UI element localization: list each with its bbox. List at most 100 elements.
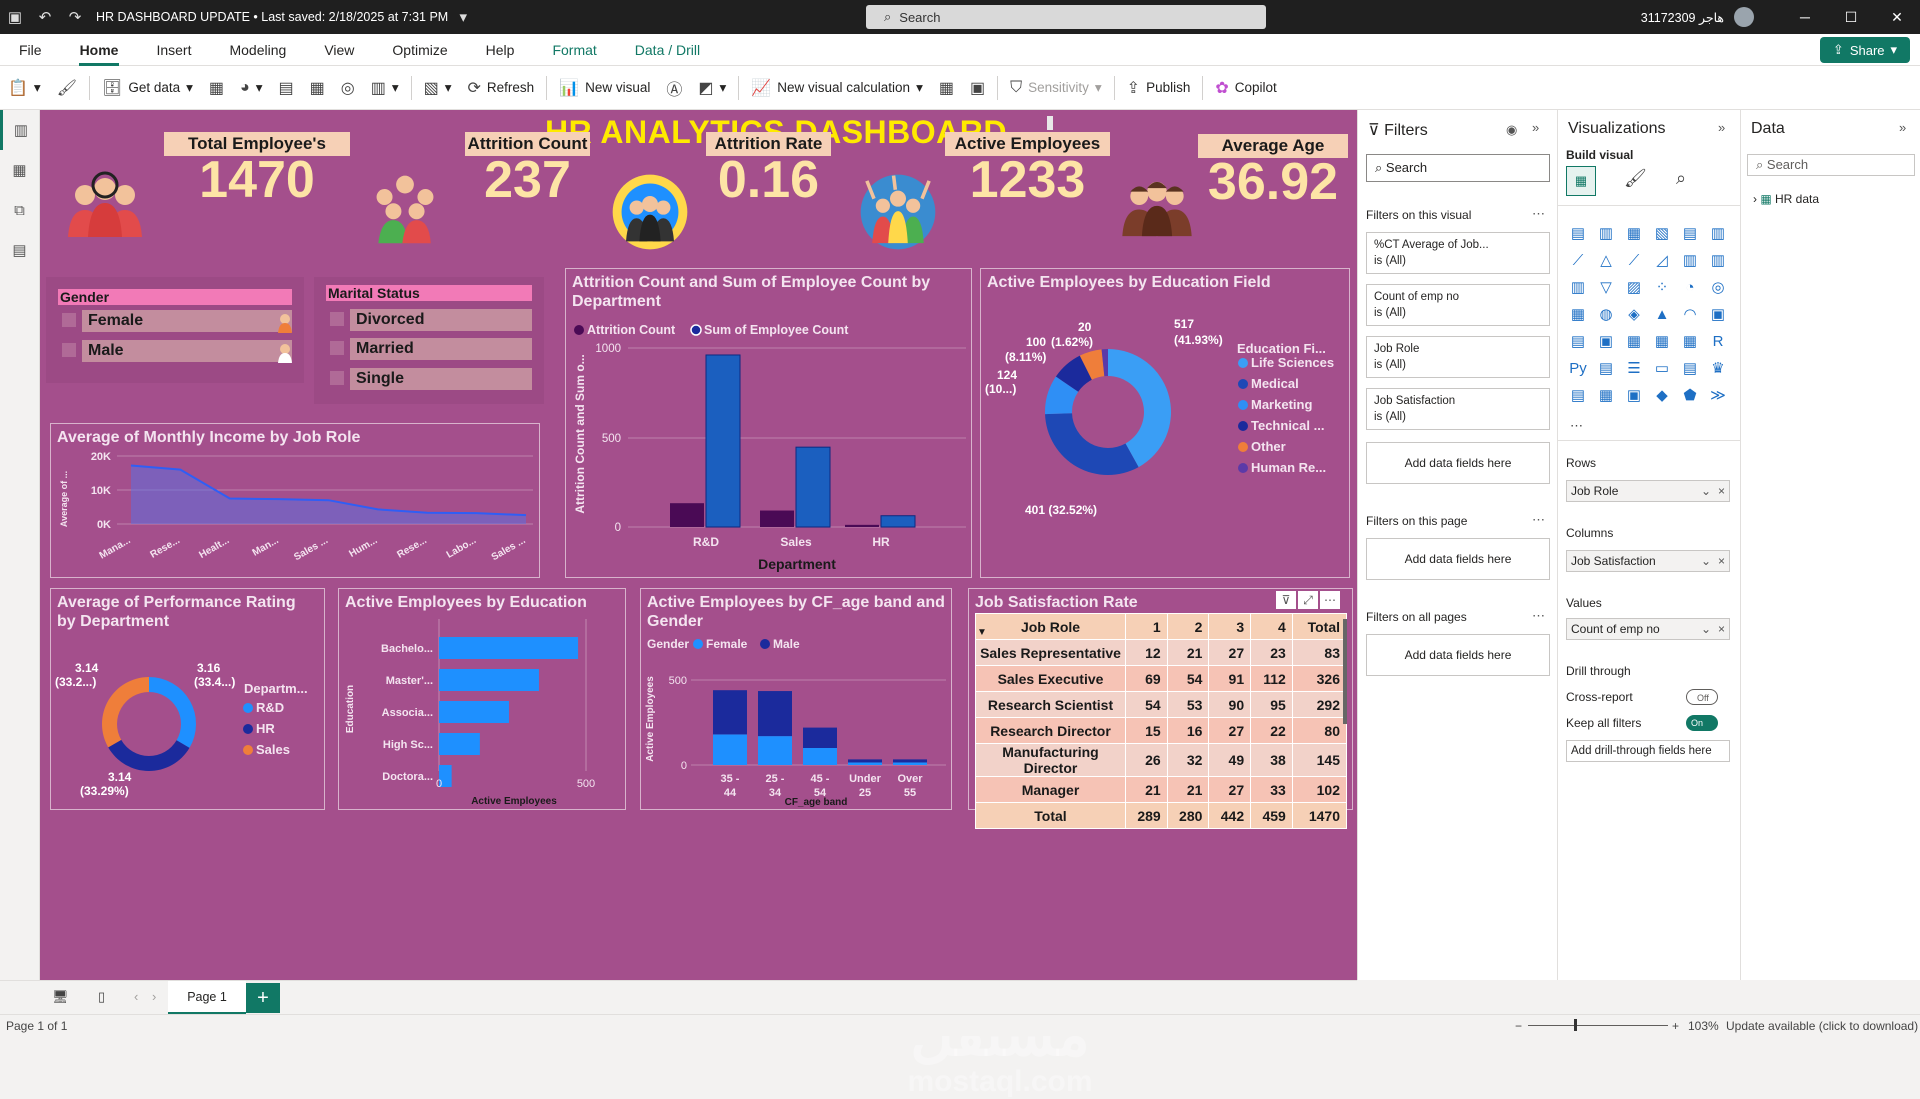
sort-arrow-icon[interactable]: ▼ [977, 627, 987, 638]
column-header[interactable]: Job Role [975, 613, 1126, 640]
visual-type-icon[interactable]: ☰ [1627, 360, 1641, 377]
male-checkbox[interactable] [62, 343, 76, 357]
total-cell[interactable]: 459 [1250, 802, 1293, 829]
filters-search-input[interactable]: ⌕ Search [1366, 154, 1550, 182]
filter-card[interactable]: Job Role is (All) [1366, 336, 1550, 378]
visual-type-icon[interactable]: ▥ [1682, 252, 1698, 269]
cross-report-toggle[interactable]: Off [1686, 689, 1718, 705]
zoom-slider[interactable] [1528, 1025, 1668, 1026]
add-page-button[interactable]: + [246, 983, 280, 1013]
visual-type-icon[interactable]: ▤ [1682, 360, 1698, 377]
visual-type-icon[interactable]: ▲ [1654, 305, 1670, 323]
maximize-icon[interactable]: ☐ [1844, 8, 1858, 25]
table-cell[interactable]: 102 [1291, 776, 1348, 803]
visual-type-icon[interactable]: ▧ [1654, 225, 1670, 242]
table-cell[interactable]: 53 [1166, 691, 1210, 718]
divorced-checkbox[interactable] [330, 312, 344, 326]
visual-type-icon[interactable]: ▤ [1682, 225, 1698, 242]
more-options-icon[interactable]: ⋯ [1320, 591, 1340, 609]
desktop-view-icon[interactable]: 🖥 [52, 989, 69, 1004]
visual-type-icon[interactable]: ▤ [1598, 360, 1614, 377]
row-label[interactable]: Sales Executive [975, 665, 1126, 692]
report-view-icon[interactable]: ▥ [0, 110, 39, 150]
menu-optimize[interactable]: Optimize [392, 41, 448, 58]
avatar[interactable] [1734, 7, 1754, 27]
data-table-hr-data[interactable]: › ▦ HR data [1753, 192, 1820, 206]
visual-type-icon[interactable]: ▤ [1570, 387, 1586, 404]
scrollbar[interactable] [1343, 619, 1347, 724]
column-header[interactable]: 3 [1208, 613, 1252, 640]
more-visuals-icon[interactable]: ⋯ [1570, 418, 1583, 433]
table-cell[interactable]: 90 [1208, 691, 1252, 718]
visual-type-icon[interactable]: ▣ [1598, 333, 1614, 350]
new-measure-button[interactable]: ▦ [931, 78, 962, 98]
sensitivity-button[interactable]: ⛉ Sensitivity ▾ [1010, 78, 1102, 96]
row-label[interactable]: Sales Representative [975, 639, 1126, 666]
expand-icon[interactable]: » [1899, 120, 1907, 135]
visual-type-icon[interactable]: ≫ [1710, 387, 1726, 404]
zoom-out-icon[interactable]: − [1515, 1018, 1523, 1033]
table-cell[interactable]: 326 [1291, 665, 1348, 692]
rows-field-well[interactable]: Job Role ⌄ × [1566, 480, 1730, 502]
performance-chart-card[interactable]: Average of Performance Rating by Departm… [50, 588, 325, 810]
dax-query-view-icon[interactable]: ▤ [12, 242, 27, 259]
column-header[interactable]: Total [1291, 613, 1348, 640]
table-cell[interactable]: 145 [1291, 743, 1348, 777]
add-visual-filter-dropzone[interactable]: Add data fields here [1366, 442, 1550, 484]
table-cell[interactable]: 112 [1250, 665, 1293, 692]
row-label[interactable]: Research Director [975, 717, 1126, 744]
keep-all-filters-toggle[interactable]: On [1686, 715, 1718, 731]
chevron-down-icon[interactable]: ⌄ [1700, 484, 1711, 498]
mobile-view-icon[interactable]: ▯ [98, 989, 106, 1004]
table-cell[interactable]: 69 [1125, 665, 1168, 692]
add-page-filter-dropzone[interactable]: Add data fields here [1366, 538, 1550, 580]
visual-type-icon[interactable]: ▦ [1626, 225, 1642, 242]
education-chart-card[interactable]: Active Employees by Education Education … [338, 588, 626, 810]
total-cell[interactable]: 1470 [1291, 802, 1348, 829]
add-drill-through-dropzone[interactable]: Add drill-through fields here [1566, 740, 1730, 762]
build-visual-tab[interactable]: ▦ [1566, 166, 1596, 196]
slicer-item-single[interactable]: Single [350, 368, 532, 390]
text-box-button[interactable]: Ⓐ [658, 76, 690, 100]
visual-type-icon[interactable]: ▦ [1570, 306, 1586, 323]
table-cell[interactable]: 292 [1291, 691, 1348, 718]
table-cell[interactable]: 32 [1166, 743, 1210, 777]
visual-type-icon[interactable]: ⁘ [1655, 279, 1669, 296]
format-visual-tab[interactable]: 🖌 [1624, 168, 1647, 188]
visual-type-icon[interactable]: ◍ [1599, 306, 1613, 323]
column-header[interactable]: 2 [1166, 613, 1210, 640]
column-header[interactable]: 1 [1125, 613, 1168, 640]
visual-type-icon[interactable]: R [1712, 332, 1724, 350]
job-satisfaction-matrix[interactable]: Job Satisfaction Rate ⊽ ⤢ ⋯ Job Role 1 2… [968, 588, 1353, 829]
remove-icon[interactable]: × [1717, 484, 1725, 498]
filter-card[interactable]: Job Satisfaction is (All) [1366, 388, 1550, 430]
values-field-well[interactable]: Count of emp no ⌄ × [1566, 618, 1730, 640]
total-label[interactable]: Total [975, 802, 1126, 829]
expand-icon[interactable]: » [1718, 120, 1726, 135]
more-options-icon[interactable]: ⋯ [1532, 206, 1545, 221]
visual-type-icon[interactable]: ⟋ [1628, 251, 1640, 269]
sql-button[interactable]: ▤ [270, 78, 301, 98]
ageband-chart-card[interactable]: Active Employees by CF_age band and Gend… [640, 588, 952, 810]
row-label[interactable]: Manager [975, 776, 1126, 803]
share-button[interactable]: ⇪ Share ▾ [1820, 37, 1910, 63]
visual-type-icon[interactable]: ▥ [1598, 225, 1614, 242]
analytics-tab[interactable]: ⌕ [1676, 168, 1687, 188]
total-cell[interactable]: 442 [1208, 802, 1252, 829]
table-cell[interactable]: 33 [1250, 776, 1293, 803]
table-cell[interactable]: 12 [1125, 639, 1168, 666]
visual-type-icon[interactable]: ▥ [1570, 279, 1586, 296]
chevron-down-icon[interactable]: ⌄ [1700, 554, 1711, 568]
update-available-link[interactable]: Update available (click to download) [1726, 1018, 1919, 1033]
row-label[interactable]: Manufacturing Director [975, 743, 1126, 777]
prev-page-icon[interactable]: ‹ [134, 989, 139, 1004]
visual-type-icon[interactable]: ▣ [1626, 387, 1642, 404]
visual-type-icon[interactable]: ◠ [1683, 306, 1697, 323]
table-cell[interactable]: 27 [1208, 639, 1252, 666]
income-chart-card[interactable]: Average of Monthly Income by Job Role Av… [50, 423, 540, 578]
visual-type-icon[interactable]: ▭ [1654, 360, 1670, 377]
visual-type-icon[interactable]: ▦ [1598, 387, 1614, 404]
collapse-icon[interactable]: » [1532, 120, 1540, 135]
table-cell[interactable]: 15 [1125, 717, 1168, 744]
married-checkbox[interactable] [330, 341, 344, 355]
